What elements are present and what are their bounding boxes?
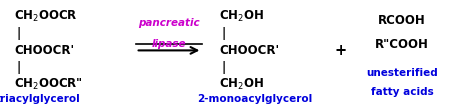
Text: CH$_2$OOCR": CH$_2$OOCR" <box>14 76 83 92</box>
Text: |: | <box>221 27 226 40</box>
Text: CHOOCR': CHOOCR' <box>219 44 279 57</box>
Text: CH$_2$OOCR: CH$_2$OOCR <box>14 9 78 24</box>
Text: unesterified: unesterified <box>367 68 438 79</box>
Text: CH$_2$OH: CH$_2$OH <box>219 76 264 92</box>
Text: pancreatic: pancreatic <box>138 18 200 28</box>
Text: |: | <box>17 27 21 40</box>
Text: lipase: lipase <box>152 39 186 49</box>
Text: +: + <box>334 43 347 58</box>
Text: 2-monoacylglycerol: 2-monoacylglycerol <box>197 94 312 104</box>
Text: CHOOCR': CHOOCR' <box>14 44 74 57</box>
Text: |: | <box>221 61 226 74</box>
Text: RCOOH: RCOOH <box>378 14 426 28</box>
Text: fatty acids: fatty acids <box>371 87 434 97</box>
Text: triacylglycerol: triacylglycerol <box>0 94 80 104</box>
Text: |: | <box>17 61 21 74</box>
Text: R"COOH: R"COOH <box>375 38 429 51</box>
Text: CH$_2$OH: CH$_2$OH <box>219 9 264 24</box>
